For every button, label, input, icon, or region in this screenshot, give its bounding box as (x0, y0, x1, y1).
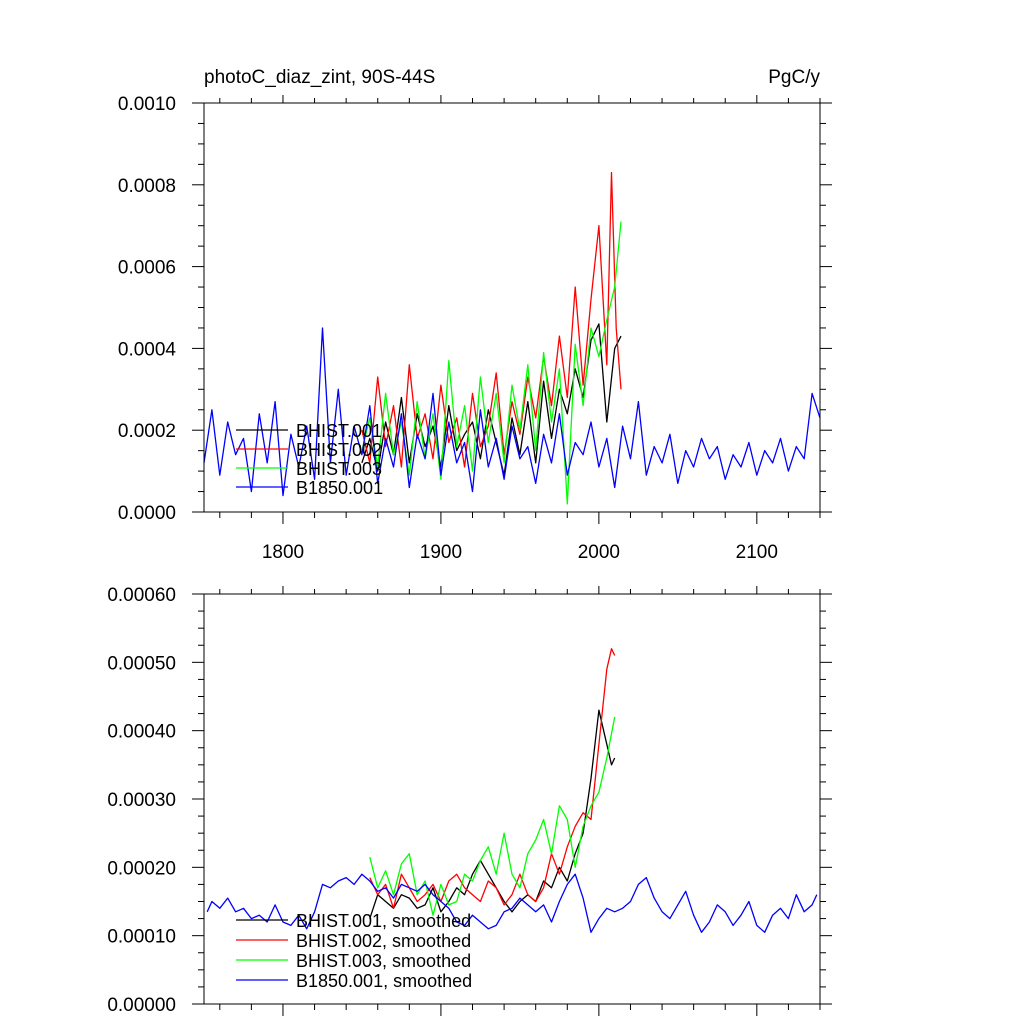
bottom-chart-ticks (192, 586, 832, 1016)
bottom-y-tick-label-5: 0.00050 (107, 653, 176, 674)
top-x-tick-label-3: 2100 (736, 542, 778, 563)
top-y-tick-label-1: 0.0002 (118, 421, 176, 442)
bottom-chart-axes: 0.00000 0.00010 0.00020 0.00030 0.00040 0.000… (107, 585, 821, 1016)
top-legend-label-2: BHIST.003 (296, 459, 382, 479)
top-plot-frame (203, 102, 821, 513)
bottom-legend-label-1: BHIST.002, smoothed (296, 931, 471, 951)
bottom-y-tick-label-0: 0.00000 (107, 995, 176, 1016)
bottom-legend-label-2: BHIST.003, smoothed (296, 951, 471, 971)
top-chart-panel: photoC_diaz_zint, 90S-44S PgC/y 1800 1900… (118, 67, 832, 563)
top-chart-units: PgC/y (768, 67, 820, 88)
bottom-y-tick-label-4: 0.00040 (107, 722, 176, 743)
bottom-legend-label-3: B1850.001, smoothed (296, 971, 472, 991)
bottom-y-tick-label-2: 0.00020 (107, 858, 176, 879)
bottom-y-tick-label-6: 0.00060 (107, 585, 176, 606)
bottom-series-line-0 (369, 709, 616, 919)
top-x-tick-label-1: 1900 (420, 542, 462, 563)
top-chart-series (203, 171, 821, 505)
bottom-plot-frame (203, 593, 821, 1005)
top-series-line-0 (361, 323, 622, 476)
bottom-legend-label-0: BHIST.001, smoothed (296, 911, 471, 931)
top-chart-title: photoC_diaz_zint, 90S-44S (204, 67, 435, 88)
bottom-series-line-1 (369, 648, 616, 909)
top-legend-label-0: BHIST.001 (296, 421, 382, 441)
bottom-chart-series (206, 648, 818, 933)
top-series-line-1 (361, 171, 622, 468)
top-chart-ticks (192, 95, 832, 524)
top-series-line-3 (203, 327, 821, 497)
bottom-chart-panel: 0.00000 0.00010 0.00020 0.00030 0.00040 0.000… (107, 585, 832, 1016)
bottom-series-line-3 (206, 873, 818, 933)
top-chart-axes: 1800 1900 2000 2100 0.0000 0.0002 0.0004 0.0006… (118, 94, 821, 563)
bottom-y-tick-label-3: 0.00030 (107, 790, 176, 811)
top-x-tick-label-2: 2000 (578, 542, 620, 563)
top-y-tick-label-3: 0.0006 (118, 258, 176, 279)
top-legend-label-3: B1850.001 (296, 478, 383, 498)
top-y-tick-label-2: 0.0004 (118, 339, 177, 360)
bottom-y-tick-label-1: 0.00010 (107, 927, 176, 948)
top-y-tick-label-0: 0.0000 (118, 503, 176, 524)
bottom-series-line-2 (369, 716, 616, 916)
top-y-tick-label-5: 0.0010 (118, 94, 176, 115)
top-legend-label-1: BHIST.002 (296, 440, 382, 460)
top-x-tick-label-0: 1800 (262, 542, 304, 563)
top-y-tick-label-4: 0.0008 (118, 176, 176, 197)
